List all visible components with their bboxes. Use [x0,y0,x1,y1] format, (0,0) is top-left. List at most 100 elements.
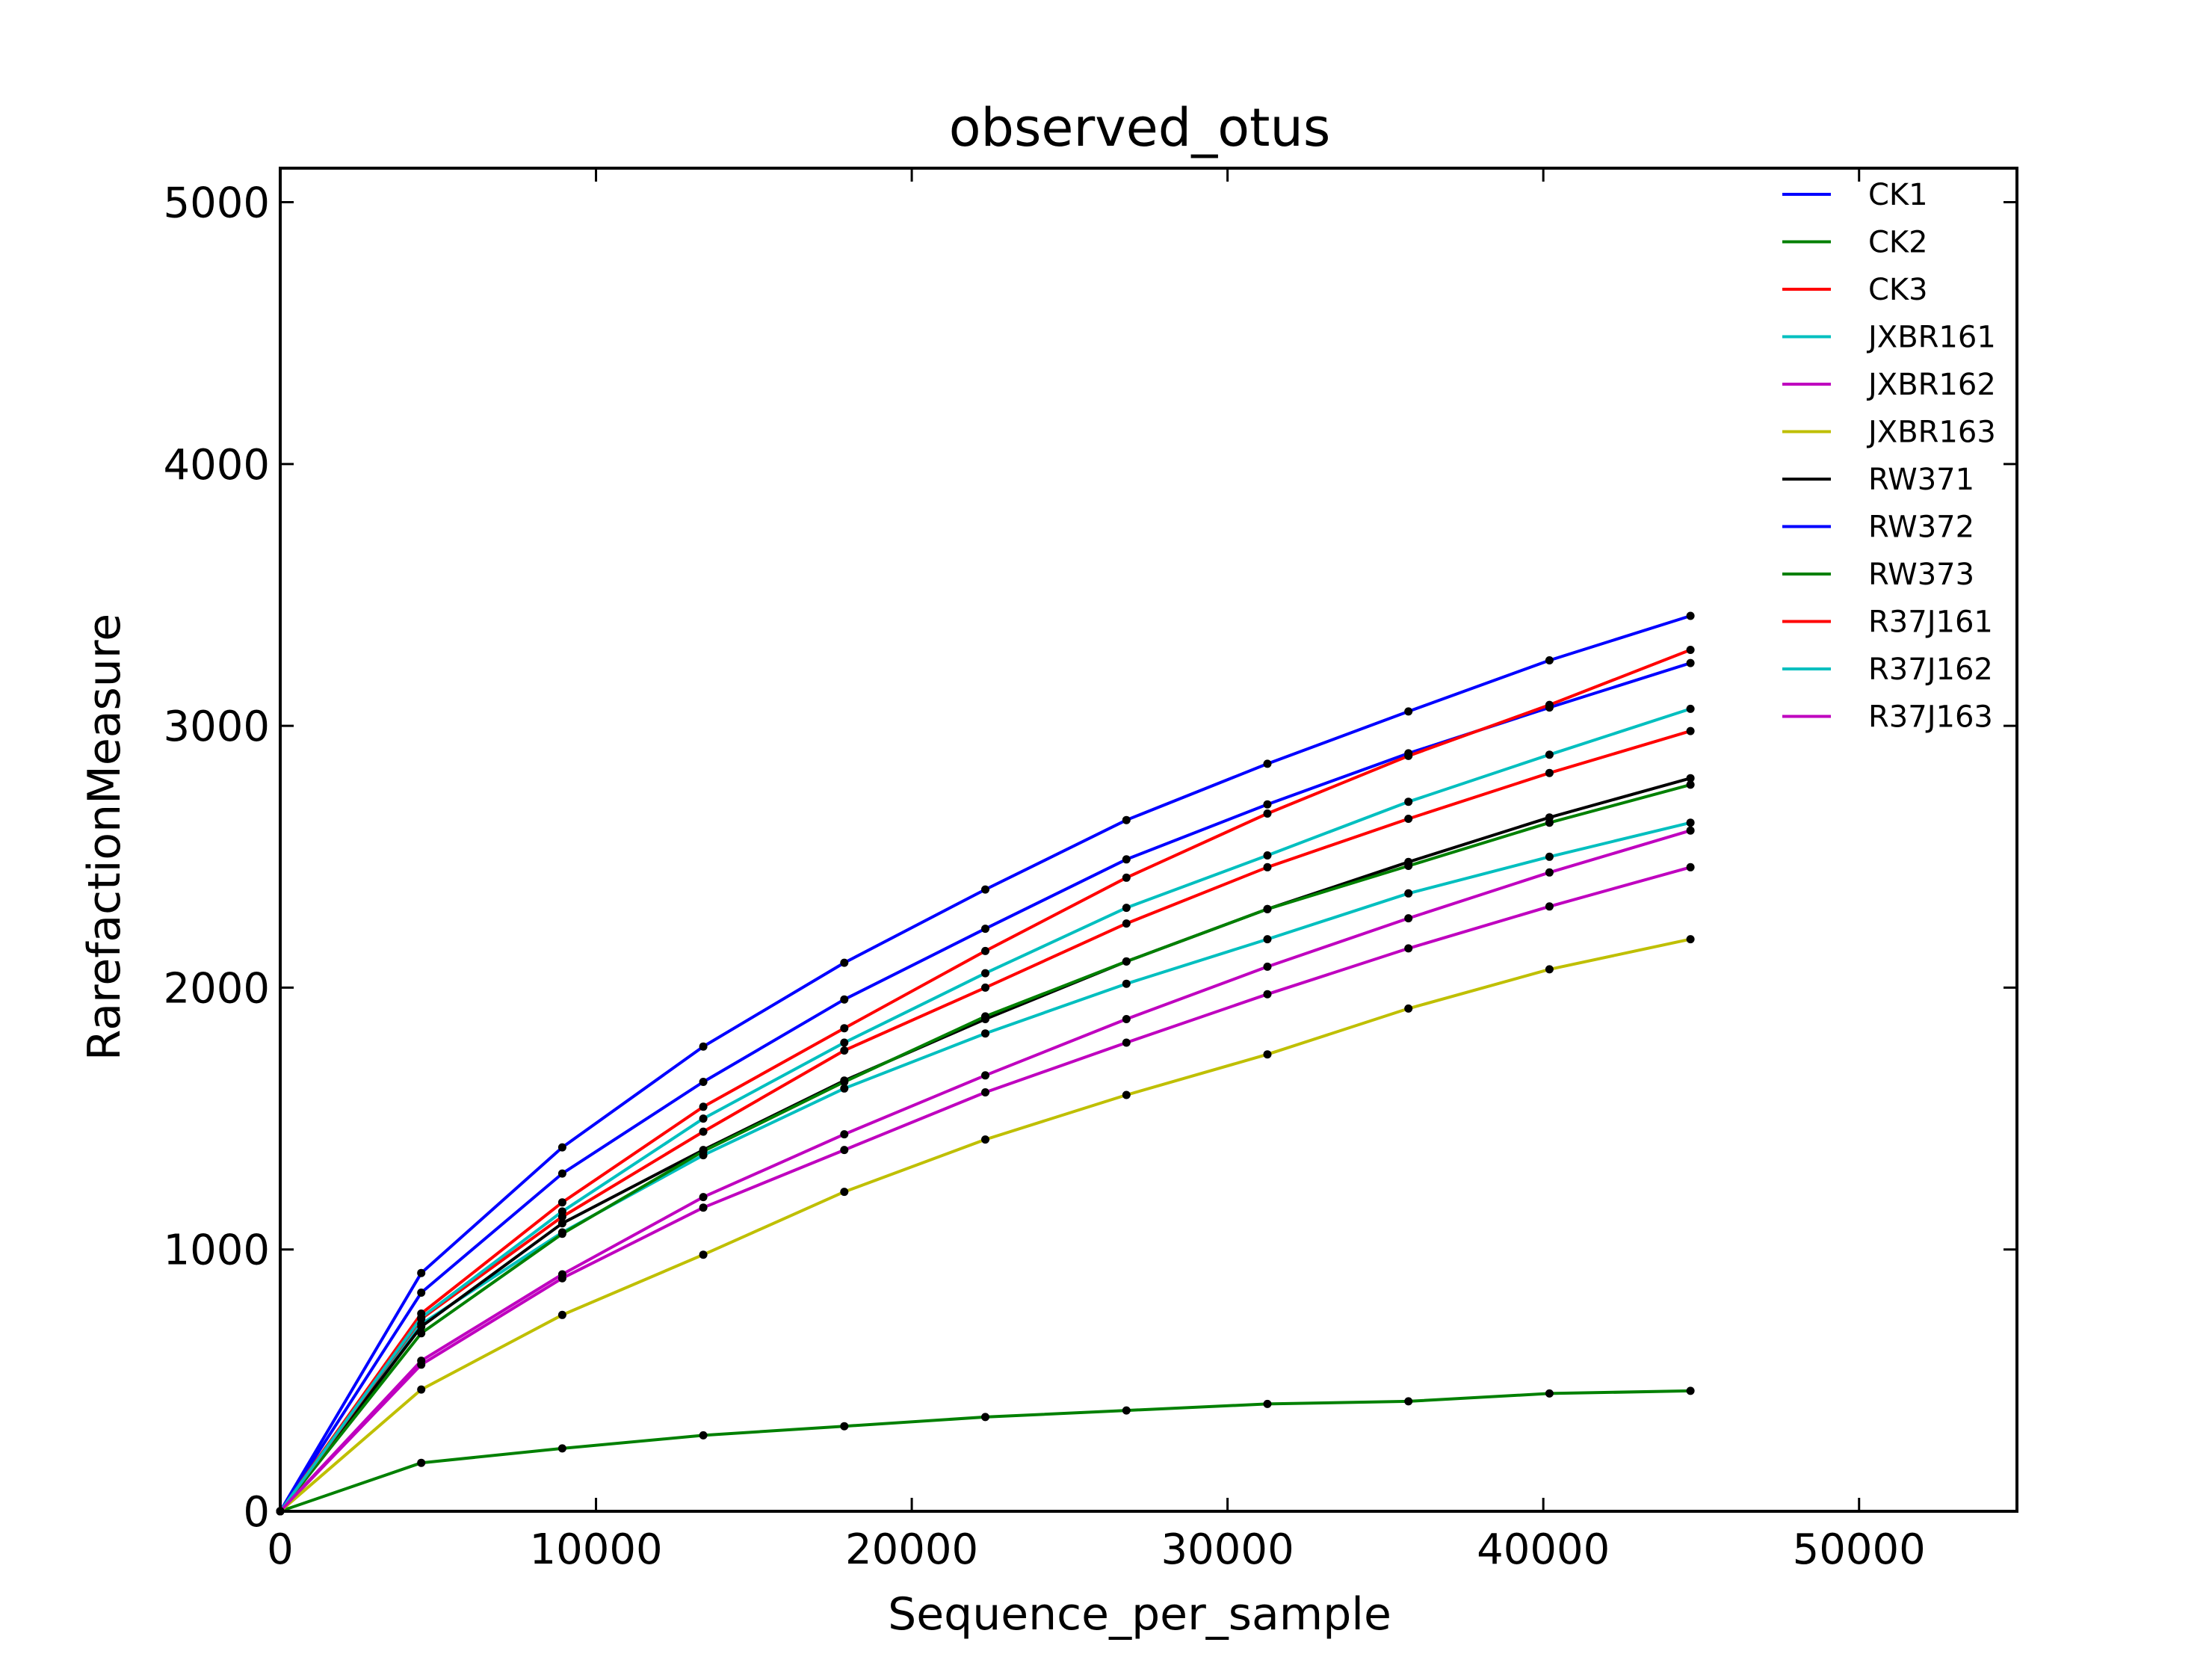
data-point-r37j163 [1122,1015,1131,1023]
legend-label-r37j162: R37J162 [1868,652,1993,687]
legend-label-jxbr161: JXBR161 [1866,321,1996,355]
data-point-ck3 [1263,809,1272,818]
legend-label-rw371: RW371 [1868,463,1974,497]
data-point-ck3 [1404,751,1413,760]
data-point-ck3 [557,1198,566,1207]
data-point-jxbr162 [1404,944,1413,953]
data-point-ck2 [1686,1386,1695,1395]
chart-title: observed_otus [949,97,1331,158]
x-tick-label: 10000 [529,1525,662,1574]
data-point-rw373 [417,1329,426,1338]
data-point-jxbr163 [1686,935,1695,944]
legend-label-r37j161: R37J161 [1868,605,1993,640]
data-point-jxbr161 [1545,852,1554,861]
data-point-rw372 [840,958,849,967]
data-point-ck1 [840,995,849,1004]
data-point-jxbr161 [981,1029,989,1038]
data-point-r37j162 [1686,704,1695,713]
data-point-r37j162 [840,1038,849,1047]
data-point-rw373 [840,1078,849,1086]
x-tick-label: 40000 [1477,1525,1610,1574]
data-point-r37j163 [840,1130,849,1139]
data-point-r37j161 [840,1046,849,1055]
legend-label-jxbr163: JXBR163 [1866,416,1996,450]
data-point-rw371 [1686,774,1695,783]
y-tick-label: 2000 [163,964,270,1013]
data-point-rw372 [1545,656,1554,664]
y-tick-label: 0 [243,1488,270,1537]
data-point-r37j161 [981,983,989,992]
y-tick-label: 3000 [163,703,270,751]
data-point-jxbr162 [1545,902,1554,911]
data-point-jxbr162 [1263,990,1272,999]
y-axis-label: RarefactionMeasure [78,614,131,1061]
data-point-r37j163 [699,1193,708,1202]
data-point-r37j162 [1404,797,1413,806]
data-point-ck1 [981,925,989,934]
data-point-jxbr163 [1545,965,1554,974]
data-point-r37j162 [699,1114,708,1123]
data-point-rw373 [981,1012,989,1021]
data-point-rw373 [699,1147,708,1156]
data-point-r37j162 [417,1313,426,1322]
data-point-r37j163 [557,1270,566,1279]
plot-markers [276,611,1695,1516]
data-point-ck3 [699,1102,708,1111]
data-point-jxbr163 [1404,1004,1413,1013]
data-point-jxbr163 [981,1135,989,1144]
data-point-ck3 [981,946,989,955]
data-point-ck1 [1263,800,1272,809]
y-tick-label: 1000 [163,1227,270,1275]
data-point-ck1 [699,1078,708,1086]
data-point-r37j163 [1686,826,1695,835]
data-point-ck2 [1545,1389,1554,1398]
data-point-jxbr161 [1686,818,1695,827]
data-point-jxbr161 [840,1084,849,1093]
data-point-jxbr162 [699,1203,708,1212]
data-point-ck3 [840,1024,849,1033]
data-point-ck3 [1686,646,1695,654]
data-point-rw373 [1122,957,1131,966]
data-point-rw372 [1404,707,1413,716]
data-point-jxbr163 [1122,1090,1131,1099]
data-point-r37j161 [1686,726,1695,735]
data-point-r37j162 [557,1207,566,1216]
legend-label-rw373: RW373 [1868,558,1974,592]
data-point-rw373 [557,1229,566,1238]
legend-label-r37j163: R37J163 [1868,700,1993,735]
legend-label-jxbr162: JXBR162 [1866,368,1996,402]
data-point-ck2 [840,1422,849,1431]
data-point-rw372 [1263,759,1272,768]
data-point-rw372 [557,1143,566,1152]
data-point-jxbr161 [1122,979,1131,988]
data-point-jxbr163 [840,1188,849,1197]
data-point-ck2 [557,1444,566,1453]
data-point-rw372 [417,1268,426,1277]
data-point-rw371 [417,1322,426,1331]
legend-label-ck1: CK1 [1868,178,1928,212]
y-tick-label: 4000 [163,441,270,490]
data-point-rw371 [557,1219,566,1228]
data-point-rw373 [1263,904,1272,913]
data-point-jxbr162 [981,1088,989,1096]
x-tick-label: 50000 [1793,1525,1926,1574]
data-point-r37j163 [1263,962,1272,971]
data-point-ck1 [557,1169,566,1178]
data-point-ck3 [1545,700,1554,709]
data-point-r37j161 [1404,815,1413,823]
data-point-r37j161 [1545,768,1554,777]
data-point-r37j162 [1263,851,1272,860]
legend-label-ck3: CK3 [1868,273,1928,307]
data-point-r37j163 [1545,868,1554,877]
data-point-r37j161 [1263,863,1272,871]
data-point-r37j162 [981,969,989,978]
data-point-ck1 [1122,855,1131,864]
x-axis-label: Sequence_per_sample [888,1588,1391,1641]
data-point-r37j163 [417,1357,426,1366]
x-tick-label: 30000 [1161,1525,1294,1574]
data-point-r37j162 [1545,750,1554,759]
data-point-ck1 [417,1289,426,1297]
y-tick-label: 5000 [163,179,270,228]
